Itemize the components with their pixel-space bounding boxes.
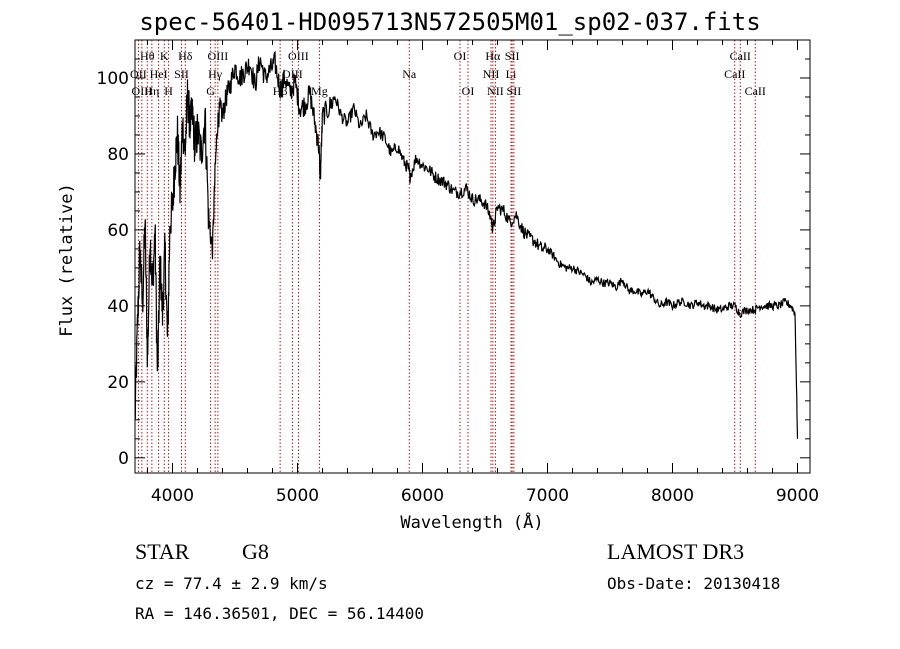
- marker-label-sii: SII: [505, 49, 520, 63]
- x-tick-label: 9000: [776, 486, 819, 506]
- marker-label-nii: NII: [483, 67, 500, 81]
- marker-label-oiii: OIII: [208, 49, 229, 63]
- marker-label-na: Na: [402, 67, 417, 81]
- object-class: STAR: [135, 539, 190, 564]
- marker-label-h: H: [164, 84, 173, 98]
- marker-label-sii: SII: [507, 84, 522, 98]
- marker-label-oiii: OIII: [282, 67, 303, 81]
- y-axis: 0 20 40 60 80 100: [97, 58, 810, 469]
- marker-label-caii: CaII: [745, 84, 766, 98]
- object-subclass: G8: [242, 539, 269, 564]
- chart-title: spec-56401-HD095713N572505M01_sp02-037.f…: [139, 8, 761, 36]
- marker-label-hδ: Hδ: [178, 49, 193, 63]
- y-tick-label: 20: [107, 373, 129, 393]
- marker-label-hα: Hα: [485, 49, 501, 63]
- x-axis: 4000 5000 6000 7000 8000 9000: [147, 40, 819, 506]
- line-markers: [137, 40, 756, 473]
- marker-label-nii: NII: [487, 84, 504, 98]
- marker-label-caii: CaII: [730, 49, 751, 63]
- marker-label-caii: CaII: [724, 67, 745, 81]
- x-tick-label: 6000: [401, 486, 444, 506]
- marker-label-hθ: Hθ: [140, 49, 155, 63]
- y-tick-label: 40: [107, 297, 129, 317]
- redshift-readout: cz = 77.4 ± 2.9 km/s: [135, 574, 328, 593]
- y-tick-label: 0: [118, 449, 129, 469]
- marker-label-oi: OI: [454, 49, 467, 63]
- x-tick-label: 7000: [526, 486, 569, 506]
- marker-label-hei: HeI: [150, 67, 168, 81]
- marker-label-g: G: [206, 84, 215, 98]
- marker-label-li: Li: [506, 67, 517, 81]
- plot-frame: [134, 39, 811, 474]
- marker-label-hη: Hη: [144, 84, 159, 98]
- y-tick-label: 100: [97, 69, 129, 89]
- x-axis-label: Wavelength (Å): [400, 511, 543, 533]
- marker-label-oi: OI: [462, 84, 475, 98]
- y-tick-label: 60: [107, 221, 129, 241]
- coordinates-readout: RA = 146.36501, DEC = 56.14400: [135, 604, 424, 623]
- marker-label-hγ: Hγ: [208, 67, 223, 81]
- observation-date: Obs-Date: 20130418: [607, 574, 781, 593]
- marker-label-mg: Mg: [311, 84, 328, 98]
- x-tick-label: 8000: [651, 486, 694, 506]
- marker-label-oiii: OIII: [132, 84, 153, 98]
- spectrum-line: [134, 50, 799, 439]
- y-tick-label: 80: [107, 145, 129, 165]
- y-axis-label: Flux (relative): [57, 183, 77, 337]
- marker-label-oiii: OIII: [288, 49, 309, 63]
- survey-label: LAMOST DR3: [607, 539, 745, 564]
- x-tick-label: 4000: [151, 486, 194, 506]
- marker-label-sii: SII: [174, 67, 189, 81]
- x-tick-label: 5000: [276, 486, 319, 506]
- marker-label-k: K: [160, 49, 169, 63]
- marker-label-oii: OII: [130, 67, 147, 81]
